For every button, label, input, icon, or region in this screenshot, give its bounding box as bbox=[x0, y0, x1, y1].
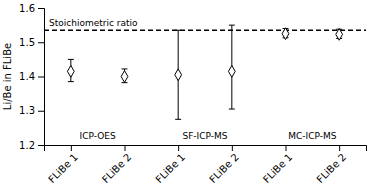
error-bar-cap-bottom bbox=[229, 109, 235, 110]
point bbox=[175, 69, 182, 81]
x-tick: FLiBe 1 bbox=[261, 145, 295, 185]
x-tick-mark bbox=[71, 145, 72, 151]
x-tick: FLiBe 1 bbox=[46, 145, 80, 185]
x-tick-mark bbox=[339, 145, 340, 151]
error-bar-cap-top bbox=[122, 68, 128, 69]
x-tick-label: FLiBe 2 bbox=[100, 151, 134, 185]
error-bar-cap-bottom bbox=[68, 81, 74, 82]
x-tick: FLiBe 2 bbox=[100, 145, 134, 185]
point bbox=[228, 65, 235, 77]
group-label: SF-ICP-MS bbox=[182, 131, 227, 141]
y-tick-mark bbox=[38, 77, 44, 78]
y-tick-mark bbox=[38, 8, 44, 9]
point bbox=[121, 71, 128, 83]
x-tick-mark bbox=[232, 145, 233, 151]
marks bbox=[44, 25, 366, 119]
x-tick-label: FLiBe 2 bbox=[207, 151, 241, 185]
y-tick-label: 1.3 bbox=[19, 105, 35, 116]
y-tick: 1.3 bbox=[19, 105, 44, 116]
x-tick-label: FLiBe 1 bbox=[153, 151, 187, 185]
group-label: ICP-OES bbox=[80, 131, 116, 141]
y-tick: 1.5 bbox=[19, 37, 44, 48]
x-tick-label: FLiBe 1 bbox=[261, 151, 295, 185]
reference-label: Stoichiometric ratio bbox=[49, 18, 138, 28]
plot: 1.21.31.41.51.6FLiBe 1FLiBe 2FLiBe 1FLiB… bbox=[2, 3, 367, 185]
x-tick-mark bbox=[178, 145, 179, 151]
y-axis-title: Li/Be in FLiBe bbox=[2, 43, 13, 110]
y-tick-label: 1.4 bbox=[19, 71, 35, 82]
error-bar-cap-top bbox=[68, 59, 74, 60]
y-tick: 1.6 bbox=[19, 3, 44, 14]
x-tick-mark bbox=[286, 145, 287, 151]
y-tick: 1.2 bbox=[19, 140, 44, 151]
error-bar-cap-bottom bbox=[175, 119, 181, 120]
y-tick-mark bbox=[38, 111, 44, 112]
x-tick-mark bbox=[125, 145, 126, 151]
x-tick: FLiBe 2 bbox=[314, 145, 348, 185]
point bbox=[282, 28, 289, 40]
error-bar bbox=[122, 69, 128, 83]
y-tick-mark bbox=[38, 42, 44, 43]
y-tick-label: 1.5 bbox=[19, 37, 35, 48]
x-tick: FLiBe 1 bbox=[153, 145, 187, 185]
y-axis: 1.2 1.3 1.4 1.5 1.6 bbox=[19, 3, 44, 151]
x-tick-label: FLiBe 2 bbox=[314, 151, 348, 185]
point bbox=[336, 28, 343, 40]
y-tick-label: 1.2 bbox=[19, 140, 35, 151]
x-axis-line bbox=[45, 146, 367, 152]
error-bar bbox=[175, 30, 181, 119]
group-label: MC-ICP-MS bbox=[288, 131, 336, 141]
y-tick: 1.4 bbox=[19, 71, 44, 82]
error-bar-cap-top bbox=[229, 25, 235, 26]
x-tick-label: FLiBe 1 bbox=[46, 151, 80, 185]
y-tick-label: 1.6 bbox=[19, 3, 35, 14]
x-tick: FLiBe 2 bbox=[207, 145, 241, 185]
y-axis-line bbox=[38, 9, 45, 146]
error-bar-cap-top bbox=[175, 30, 181, 31]
point bbox=[67, 65, 74, 77]
y-tick-mark bbox=[38, 145, 44, 146]
error-bar bbox=[68, 59, 74, 81]
chart: 1.21.31.41.51.6FLiBe 1FLiBe 2FLiBe 1FLiB… bbox=[0, 0, 376, 189]
reference-line bbox=[44, 30, 366, 31]
x-axis: FLiBe 1 FLiBe 2 FLiBe 1 FLiBe 2 FLiBe 1 FLiBe… bbox=[45, 145, 367, 185]
error-bar bbox=[229, 25, 235, 109]
